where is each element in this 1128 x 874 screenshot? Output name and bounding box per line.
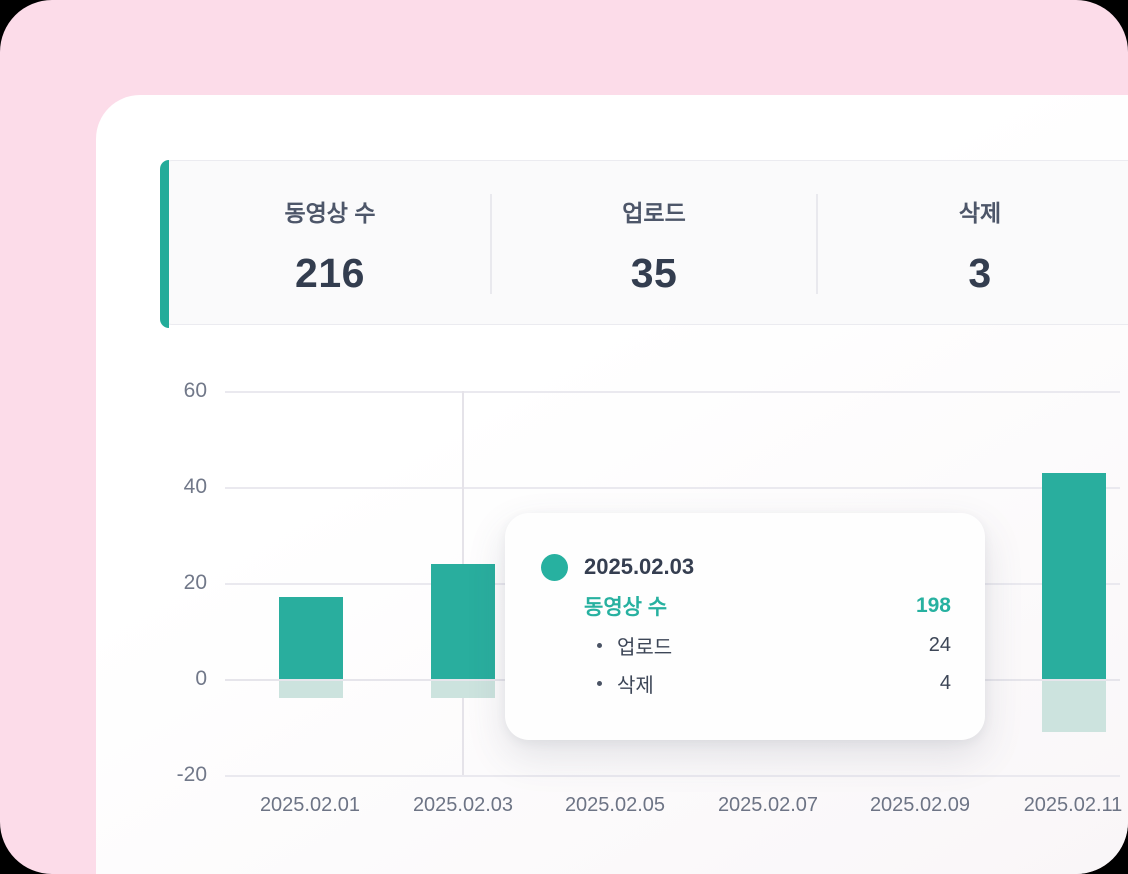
x-axis-tick: 2025.02.11: [1023, 794, 1123, 816]
stat-video-count-value: 216: [295, 250, 365, 296]
x-axis-tick: 2025.02.07: [717, 794, 819, 816]
stats-summary-card: 동영상 수 216 업로드 35 삭제 3: [159, 159, 1128, 328]
bar-upload-1[interactable]: [431, 563, 496, 679]
y-axis-tick: 20: [183, 571, 207, 594]
gridline-60: [225, 391, 1120, 393]
tooltip-delete-label-text: 삭제: [617, 674, 654, 697]
tooltip-primary-value: 198: [915, 594, 951, 617]
y-axis-tick: 0: [195, 667, 207, 690]
content-panel: 동영상 수 216 업로드 35 삭제 3 60 40 20 0 -20: [96, 95, 1128, 874]
tooltip-upload-label: 업로드: [597, 631, 672, 660]
tooltip-delete-label: 삭제: [597, 669, 654, 698]
tooltip-upload-label-text: 업로드: [617, 636, 673, 659]
x-axis-tick: 2025.02.01: [259, 794, 361, 816]
chart-plot-area: [225, 391, 1120, 777]
y-axis-tick: 40: [183, 475, 207, 498]
gridline-neg20: [225, 775, 1120, 777]
stat-upload-label: 업로드: [622, 200, 686, 226]
stat-delete-label: 삭제: [958, 200, 1002, 226]
tooltip-delete-row: 삭제 4: [597, 669, 951, 697]
tooltip-delete-value: 4: [939, 671, 951, 694]
tooltip-primary-label: 동영상 수: [584, 596, 668, 619]
bar-upload-0[interactable]: [278, 597, 343, 679]
stat-upload-value: 35: [630, 250, 678, 296]
bar-upload-5[interactable]: [1041, 472, 1106, 679]
bar-delete-1[interactable]: [431, 679, 496, 699]
stat-video-count: 동영상 수 216: [169, 161, 491, 324]
tooltip-date: 2025.02.03: [584, 554, 695, 579]
stat-delete-value: 3: [968, 250, 992, 296]
stat-video-count-label: 동영상 수: [284, 200, 376, 226]
x-axis-tick: 2025.02.03: [412, 794, 514, 816]
y-axis-tick: -20: [176, 763, 207, 786]
stat-upload: 업로드 35: [491, 161, 817, 324]
x-axis-tick: 2025.02.09: [869, 794, 971, 816]
tooltip-primary-row: 동영상 수 198: [584, 592, 951, 620]
x-axis-tick: 2025.02.05: [564, 794, 666, 816]
bar-delete-0[interactable]: [278, 679, 343, 699]
bullet-icon: [597, 642, 602, 648]
tooltip-header: 2025.02.03: [541, 553, 694, 581]
stat-delete: 삭제 3: [817, 161, 1128, 324]
bullet-icon: [597, 680, 602, 686]
y-axis-tick: 60: [183, 379, 207, 402]
stats-divider: [816, 194, 818, 294]
stats-accent-bar: [159, 159, 169, 328]
chart-tooltip: 2025.02.03 동영상 수 198 업로드 24 삭제 4: [505, 513, 985, 740]
stats-divider: [490, 194, 492, 294]
tooltip-upload-row: 업로드 24: [597, 631, 951, 659]
tooltip-upload-value: 24: [928, 633, 951, 656]
bar-delete-5[interactable]: [1041, 679, 1106, 732]
gridline-40: [225, 487, 1120, 489]
series-dot-icon: [541, 553, 568, 581]
